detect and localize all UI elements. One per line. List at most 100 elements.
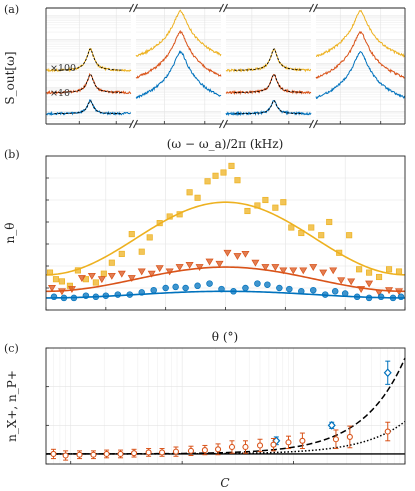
panel-c-xlabel: C [220, 476, 229, 490]
panel-a-ylabel: S_out[ω] [3, 51, 17, 104]
data-point [299, 267, 308, 275]
data-point [375, 289, 384, 297]
data-point [194, 282, 201, 290]
data-point [254, 280, 261, 287]
axis-break [129, 3, 134, 13]
data-point [377, 293, 385, 301]
axis-break [223, 119, 228, 129]
data-point [299, 437, 306, 444]
data-point [329, 267, 338, 275]
data-point [279, 267, 288, 275]
data-point [194, 194, 201, 201]
data-point [145, 449, 152, 456]
data-point [321, 291, 329, 298]
data-point [150, 286, 157, 294]
data-point [318, 232, 325, 239]
segment-frame [226, 7, 311, 125]
data-point [100, 270, 107, 277]
data-point [103, 450, 110, 457]
data-point [82, 292, 90, 299]
data-point [50, 450, 57, 457]
data-point [271, 264, 280, 271]
panel-b-label: (b) [4, 148, 20, 161]
axis-break [219, 119, 224, 129]
data-point [220, 169, 227, 176]
data-point [280, 199, 287, 206]
data-point [52, 276, 60, 283]
panel-b: (b) n_θ θ (°) [3, 148, 406, 344]
data-point [158, 449, 166, 456]
segment-frame [136, 7, 221, 125]
spectrum-line [315, 50, 406, 100]
panel-c-points [50, 360, 392, 461]
data-point [90, 451, 97, 458]
data-point [383, 368, 392, 378]
data-point [384, 428, 391, 435]
data-point [256, 442, 264, 449]
data-point [137, 268, 146, 276]
data-point [175, 264, 184, 271]
data-point [308, 224, 315, 231]
data-point [365, 280, 374, 288]
data-point [117, 270, 126, 278]
data-point [346, 433, 353, 440]
data-point [76, 451, 83, 458]
data-point [186, 189, 193, 196]
spectrum-line [135, 50, 222, 99]
data-point [47, 285, 56, 292]
data-point [262, 196, 269, 204]
data-point [212, 172, 219, 179]
data-point [309, 264, 318, 271]
data-point [332, 436, 339, 443]
data-point [319, 269, 328, 277]
data-point [118, 250, 125, 257]
panel-c: (c) n_X+, n_P+ C [4, 342, 406, 490]
fit-curve [45, 266, 406, 293]
data-point [385, 287, 394, 295]
spectrum-line [135, 9, 222, 57]
data-point [172, 283, 179, 291]
data-point [261, 264, 270, 271]
data-point [234, 177, 241, 184]
data-point [346, 232, 353, 239]
data-point [117, 450, 124, 457]
data-point [162, 284, 169, 292]
axis-break [313, 119, 318, 129]
data-point [233, 253, 242, 260]
data-point [215, 260, 224, 268]
data-point [310, 286, 317, 294]
data-point [62, 452, 69, 459]
data-point [327, 420, 336, 430]
segment-frame [46, 7, 131, 125]
data-point [365, 294, 373, 302]
panel-c-frame [45, 347, 406, 465]
data-point [285, 439, 292, 446]
scale-annotation-x100: ×100 [50, 63, 76, 74]
spectrum-line [225, 48, 312, 73]
data-point [204, 178, 211, 185]
data-point [172, 448, 180, 455]
data-point [102, 292, 110, 299]
segment-frame [316, 7, 405, 125]
data-point [155, 265, 164, 273]
fit-curve [45, 201, 406, 276]
data-point [205, 258, 214, 266]
axis-break [219, 3, 224, 13]
data-point [376, 273, 383, 281]
data-point [289, 267, 298, 275]
panel-a: (a) S_out[ω] (ω − ω_a)/2π (kHz) ×100 ×10 [3, 3, 406, 151]
data-point [50, 293, 58, 301]
data-point [326, 218, 333, 226]
data-point [353, 293, 361, 301]
panel-a-label: (a) [4, 3, 19, 16]
data-point [87, 272, 96, 280]
scale-annotation-x10: ×10 [50, 88, 70, 99]
data-point [242, 284, 249, 292]
data-point [341, 290, 349, 297]
data-point [166, 213, 173, 220]
data-point [223, 249, 232, 257]
data-point [215, 446, 222, 453]
data-point [241, 250, 250, 258]
axis-break [223, 3, 228, 13]
